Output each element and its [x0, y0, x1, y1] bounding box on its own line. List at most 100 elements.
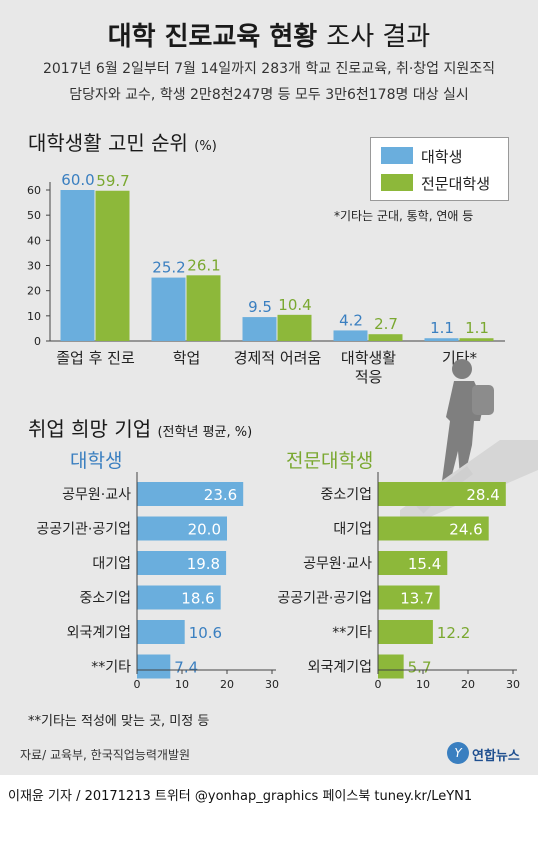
category-label: 대기업 [333, 522, 372, 538]
chart2-title-wrap: 취업 희망 기업 (전학년 평균, %) [28, 413, 252, 442]
hbar-value-label: 18.6 [181, 590, 214, 608]
x-tick-label: 0 [375, 678, 382, 691]
hbar-value-label: 24.6 [449, 521, 482, 539]
bar-college [95, 190, 130, 341]
title-light: 조사 결과 [326, 22, 431, 52]
x-tick-label: 20 [461, 678, 475, 691]
y-tick-label: 20 [27, 285, 41, 298]
subtitle-line-2: 담당자와 교수, 학생 2만8천247명 등 모두 3만6천178명 대상 실시 [69, 87, 469, 103]
hbar-univ [137, 551, 227, 575]
hbar-value-label: 12.2 [437, 624, 470, 642]
hbar-college [378, 516, 489, 541]
hbar-value-label: 10.6 [189, 624, 222, 642]
x-tick-label: 경제적 어려움 [234, 349, 322, 367]
chart2-title: 취업 희망 기업 [28, 417, 152, 441]
bar-value-label: 59.7 [96, 172, 129, 190]
bar-univ [151, 277, 186, 341]
hbar-value-label: 5.7 [408, 659, 432, 677]
hbar-value-label: 23.6 [204, 486, 237, 504]
legend-swatch-univ [381, 147, 413, 164]
panel-title-college: 전문대학생 [286, 450, 374, 472]
bar-college [277, 314, 312, 341]
brand-logo-icon: Y [447, 742, 469, 764]
hbar-value-label: 7.4 [174, 659, 198, 677]
hbar-value-label: 20.0 [188, 521, 221, 539]
panel-title-univ: 대학생 [70, 450, 123, 472]
x-tick-label: 적응 [355, 368, 383, 386]
x-tick-label: 0 [134, 678, 141, 691]
legend-swatch-college [381, 174, 413, 191]
bar-value-label: 26.1 [187, 256, 220, 274]
chart1-note: *기타는 군대, 통학, 연애 등 [334, 209, 474, 223]
chart2-note: **기타는 적성에 맞는 곳, 미정 등 [28, 714, 210, 729]
title-bold: 대학 진로교육 현황 [107, 22, 318, 52]
category-label: 공무원·교사 [303, 556, 372, 572]
bar-value-label: 4.2 [339, 311, 363, 329]
category-label: 외국계기업 [308, 660, 372, 676]
chart1-unit: (%) [194, 139, 217, 154]
x-tick-label: 30 [265, 678, 279, 691]
hbar-univ [137, 585, 221, 610]
chart1-title: 대학생활 고민 순위 [28, 131, 188, 155]
hbar-value-label: 28.4 [466, 486, 499, 504]
hbar-college [378, 654, 404, 679]
bar-univ [333, 330, 368, 341]
bar-value-label: 25.2 [152, 259, 185, 277]
category-label: **기타 [332, 625, 372, 641]
legend-label-univ: 대학생 [421, 148, 463, 166]
bar-college [186, 275, 221, 341]
bar-value-label: 1.1 [465, 319, 489, 337]
bar-univ [242, 317, 277, 341]
category-label: **기타 [91, 660, 131, 676]
chart2-unit: (전학년 평균, %) [157, 425, 253, 440]
category-label: 공공기관·공기업 [277, 591, 372, 607]
hbar-value-label: 15.4 [408, 555, 441, 573]
infographic: 대학 진로교육 현황 조사 결과 2017년 6월 2일부터 7월 14일까지 … [0, 0, 538, 775]
hbar-college [378, 482, 506, 506]
bar-value-label: 2.7 [374, 315, 398, 333]
y-tick-label: 0 [34, 335, 41, 348]
category-label: 공무원·교사 [62, 487, 131, 503]
category-label: 중소기업 [79, 591, 131, 607]
bar-value-label: 60.0 [61, 171, 94, 189]
hbar-college [378, 620, 433, 644]
x-tick-label: 10 [175, 678, 189, 691]
category-label: 중소기업 [320, 487, 372, 503]
category-label: 대기업 [92, 556, 131, 572]
x-tick-label: 졸업 후 진로 [56, 349, 135, 367]
legend-label-college: 전문대학생 [421, 175, 491, 193]
y-tick-label: 40 [27, 234, 41, 247]
x-tick-label: 학업 [173, 349, 201, 367]
subtitle-line-1: 2017년 6월 2일부터 7월 14일까지 283개 학교 진로교육, 취·창… [42, 61, 496, 77]
hbar-univ [137, 620, 185, 644]
hbar-value-label: 13.7 [400, 590, 433, 608]
credit-text: 이재윤 기자 / 20171213 트위터 @yonhap_graphics 페… [8, 789, 473, 804]
category-label: 공공기관·공기업 [36, 522, 131, 538]
hbar-univ [137, 654, 171, 679]
bar-college [459, 338, 494, 341]
source-text: 자료/ 교육부, 한국직업능력개발원 [20, 748, 191, 762]
bar-univ [60, 190, 95, 341]
brand-name: 연합뉴스 [472, 749, 520, 764]
y-tick-label: 60 [27, 184, 41, 197]
x-tick-label: 10 [416, 678, 430, 691]
x-tick-label: 20 [220, 678, 234, 691]
hbar-univ [137, 516, 227, 541]
person-silhouette-icon [442, 359, 494, 481]
chart1-title-wrap: 대학생활 고민 순위 (%) [28, 127, 217, 156]
x-tick-label: 30 [506, 678, 520, 691]
bar-college [368, 334, 403, 341]
y-tick-label: 10 [27, 310, 41, 323]
concern-bar-chart: 0 10 20 30 40 50 60 60.0 59.7 졸업 후 진로 25.2 26.1 학업 9.… [27, 171, 505, 386]
category-label: 외국계기업 [67, 625, 131, 641]
y-tick-label: 30 [27, 260, 41, 273]
bar-univ [424, 338, 459, 341]
hbar-univ [137, 482, 244, 506]
bar-value-label: 10.4 [278, 296, 311, 314]
bar-value-label: 9.5 [248, 298, 272, 316]
bar-value-label: 1.1 [430, 319, 454, 337]
hbar-value-label: 19.8 [187, 555, 220, 573]
legend: 대학생 전문대학생 [370, 137, 509, 201]
y-tick-label: 50 [27, 209, 41, 222]
hbar-college [378, 551, 448, 575]
